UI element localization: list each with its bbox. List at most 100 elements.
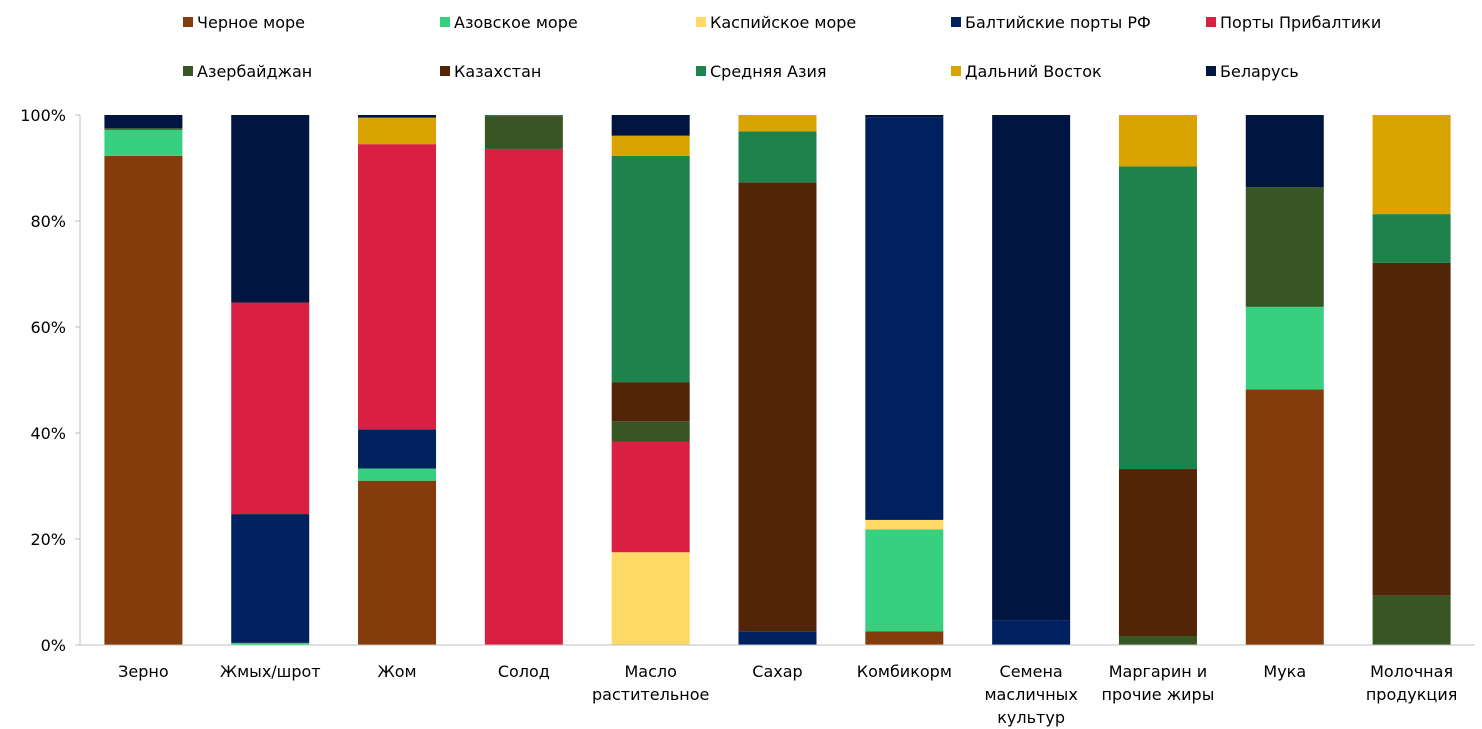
legend-label: Казахстан <box>454 62 541 81</box>
x-axis: Зерно Жмых/шрот Жом Солод Масло растительное С… <box>80 644 1475 727</box>
bar-segment <box>484 115 563 117</box>
bar-segment <box>865 519 944 530</box>
y-tick-label: 20% <box>30 530 66 549</box>
x-tick-label: Семена <box>1000 662 1063 681</box>
x-tick-label: Зерно <box>118 662 169 681</box>
legend-item: Средняя Азия <box>696 62 827 81</box>
legend-swatch <box>696 17 706 27</box>
legend-item: Каспийское море <box>696 13 856 32</box>
x-tick-label: продукция <box>1366 685 1458 704</box>
bar-segment <box>358 429 437 469</box>
x-tick-label: Жом <box>377 662 416 681</box>
x-tick-label: Мука <box>1263 662 1306 681</box>
legend-label: Черное море <box>197 13 305 32</box>
legend-item: Беларусь <box>1206 62 1299 81</box>
legend-label: Балтийские порты РФ <box>965 13 1151 32</box>
bar-segment <box>358 144 437 430</box>
bar-segment <box>611 421 690 442</box>
legend-label: Порты Прибалтики <box>1220 13 1381 32</box>
bar-segment <box>1118 469 1197 636</box>
legend-swatch <box>951 17 961 27</box>
bar-segment <box>1118 166 1197 470</box>
legend-item: Дальний Восток <box>951 62 1102 81</box>
bar-stack <box>992 115 1071 645</box>
legend-label: Азовское море <box>454 13 578 32</box>
legend-swatch <box>1206 17 1216 27</box>
bar-segment <box>1245 306 1324 390</box>
bar-stack <box>1245 115 1324 645</box>
legend-label: Беларусь <box>1220 62 1299 81</box>
x-tick-label: Молочная <box>1370 662 1453 681</box>
bar-segment <box>104 128 183 130</box>
bar-segment <box>738 115 817 132</box>
legend-item: Казахстан <box>440 62 541 81</box>
bar-segment <box>358 117 437 145</box>
bar-segment <box>1372 214 1451 263</box>
bar-segment <box>738 631 817 645</box>
bar-segment <box>358 480 437 645</box>
legend-item: Азовское море <box>440 13 578 32</box>
legend-item: Порты Прибалтики <box>1206 13 1381 32</box>
bar-segment <box>611 155 690 383</box>
legend-label: Дальний Восток <box>965 62 1102 81</box>
bar-segment <box>611 552 690 645</box>
legend-label: Средняя Азия <box>710 62 827 81</box>
bar-segment <box>104 115 183 129</box>
bar-segment <box>1245 389 1324 645</box>
bar-segment <box>1372 595 1451 645</box>
bar-segment <box>1372 262 1451 596</box>
x-tick-label: масличных <box>984 685 1077 704</box>
bar-segment <box>611 441 690 553</box>
bar-stack <box>865 115 944 645</box>
legend-swatch <box>183 66 193 76</box>
legend-swatch <box>1206 66 1216 76</box>
bar-segment <box>1372 115 1451 215</box>
y-axis: 0% 20% 40% 60% 80% 100% <box>20 106 81 655</box>
legend-swatch <box>440 66 450 76</box>
legend-swatch <box>440 17 450 27</box>
bar-segment <box>611 382 690 422</box>
x-tick-label: прочие жиры <box>1102 685 1215 704</box>
bar-segment <box>992 620 1071 645</box>
x-tick-label: Маргарин и <box>1109 662 1207 681</box>
bar-segment <box>231 514 310 643</box>
bar-segment <box>738 131 817 183</box>
x-tick-label: культур <box>997 708 1065 727</box>
bar-segment <box>231 302 310 515</box>
bar-stack <box>1372 115 1451 645</box>
bar-segment <box>865 631 944 645</box>
bar-segment <box>231 642 310 645</box>
bar-stack <box>358 115 437 645</box>
legend-label: Азербайджан <box>197 62 312 81</box>
bar-segment <box>611 115 690 136</box>
bar-segment <box>611 135 690 156</box>
legend-item: Черное море <box>183 13 305 32</box>
bar-stack <box>1118 115 1197 645</box>
bar-segment <box>484 116 563 149</box>
bar-segment <box>865 529 944 632</box>
legend-swatch <box>183 17 193 27</box>
y-tick-label: 80% <box>30 212 66 231</box>
bar-segment <box>358 468 437 481</box>
bars <box>104 115 1451 646</box>
bar-segment <box>231 115 310 303</box>
x-tick-label: растительное <box>592 685 709 704</box>
bar-stack <box>484 115 563 646</box>
bar-segment <box>865 117 944 520</box>
legend-label: Каспийское море <box>710 13 856 32</box>
y-tick-label: 100% <box>20 106 66 125</box>
legend-swatch <box>696 66 706 76</box>
bar-stack <box>231 115 310 645</box>
bar-stack <box>104 115 183 645</box>
x-tick-label: Комбикорм <box>857 662 952 681</box>
bar-segment <box>1118 115 1197 167</box>
bar-segment <box>1245 115 1324 188</box>
bar-segment <box>484 148 563 646</box>
bar-segment <box>992 115 1071 621</box>
bar-segment <box>1118 635 1197 645</box>
bar-segment <box>738 182 817 632</box>
bar-stack <box>611 115 690 645</box>
legend: Черное море Азовское море Каспийское море Б… <box>183 13 1381 81</box>
bar-segment <box>865 115 944 118</box>
